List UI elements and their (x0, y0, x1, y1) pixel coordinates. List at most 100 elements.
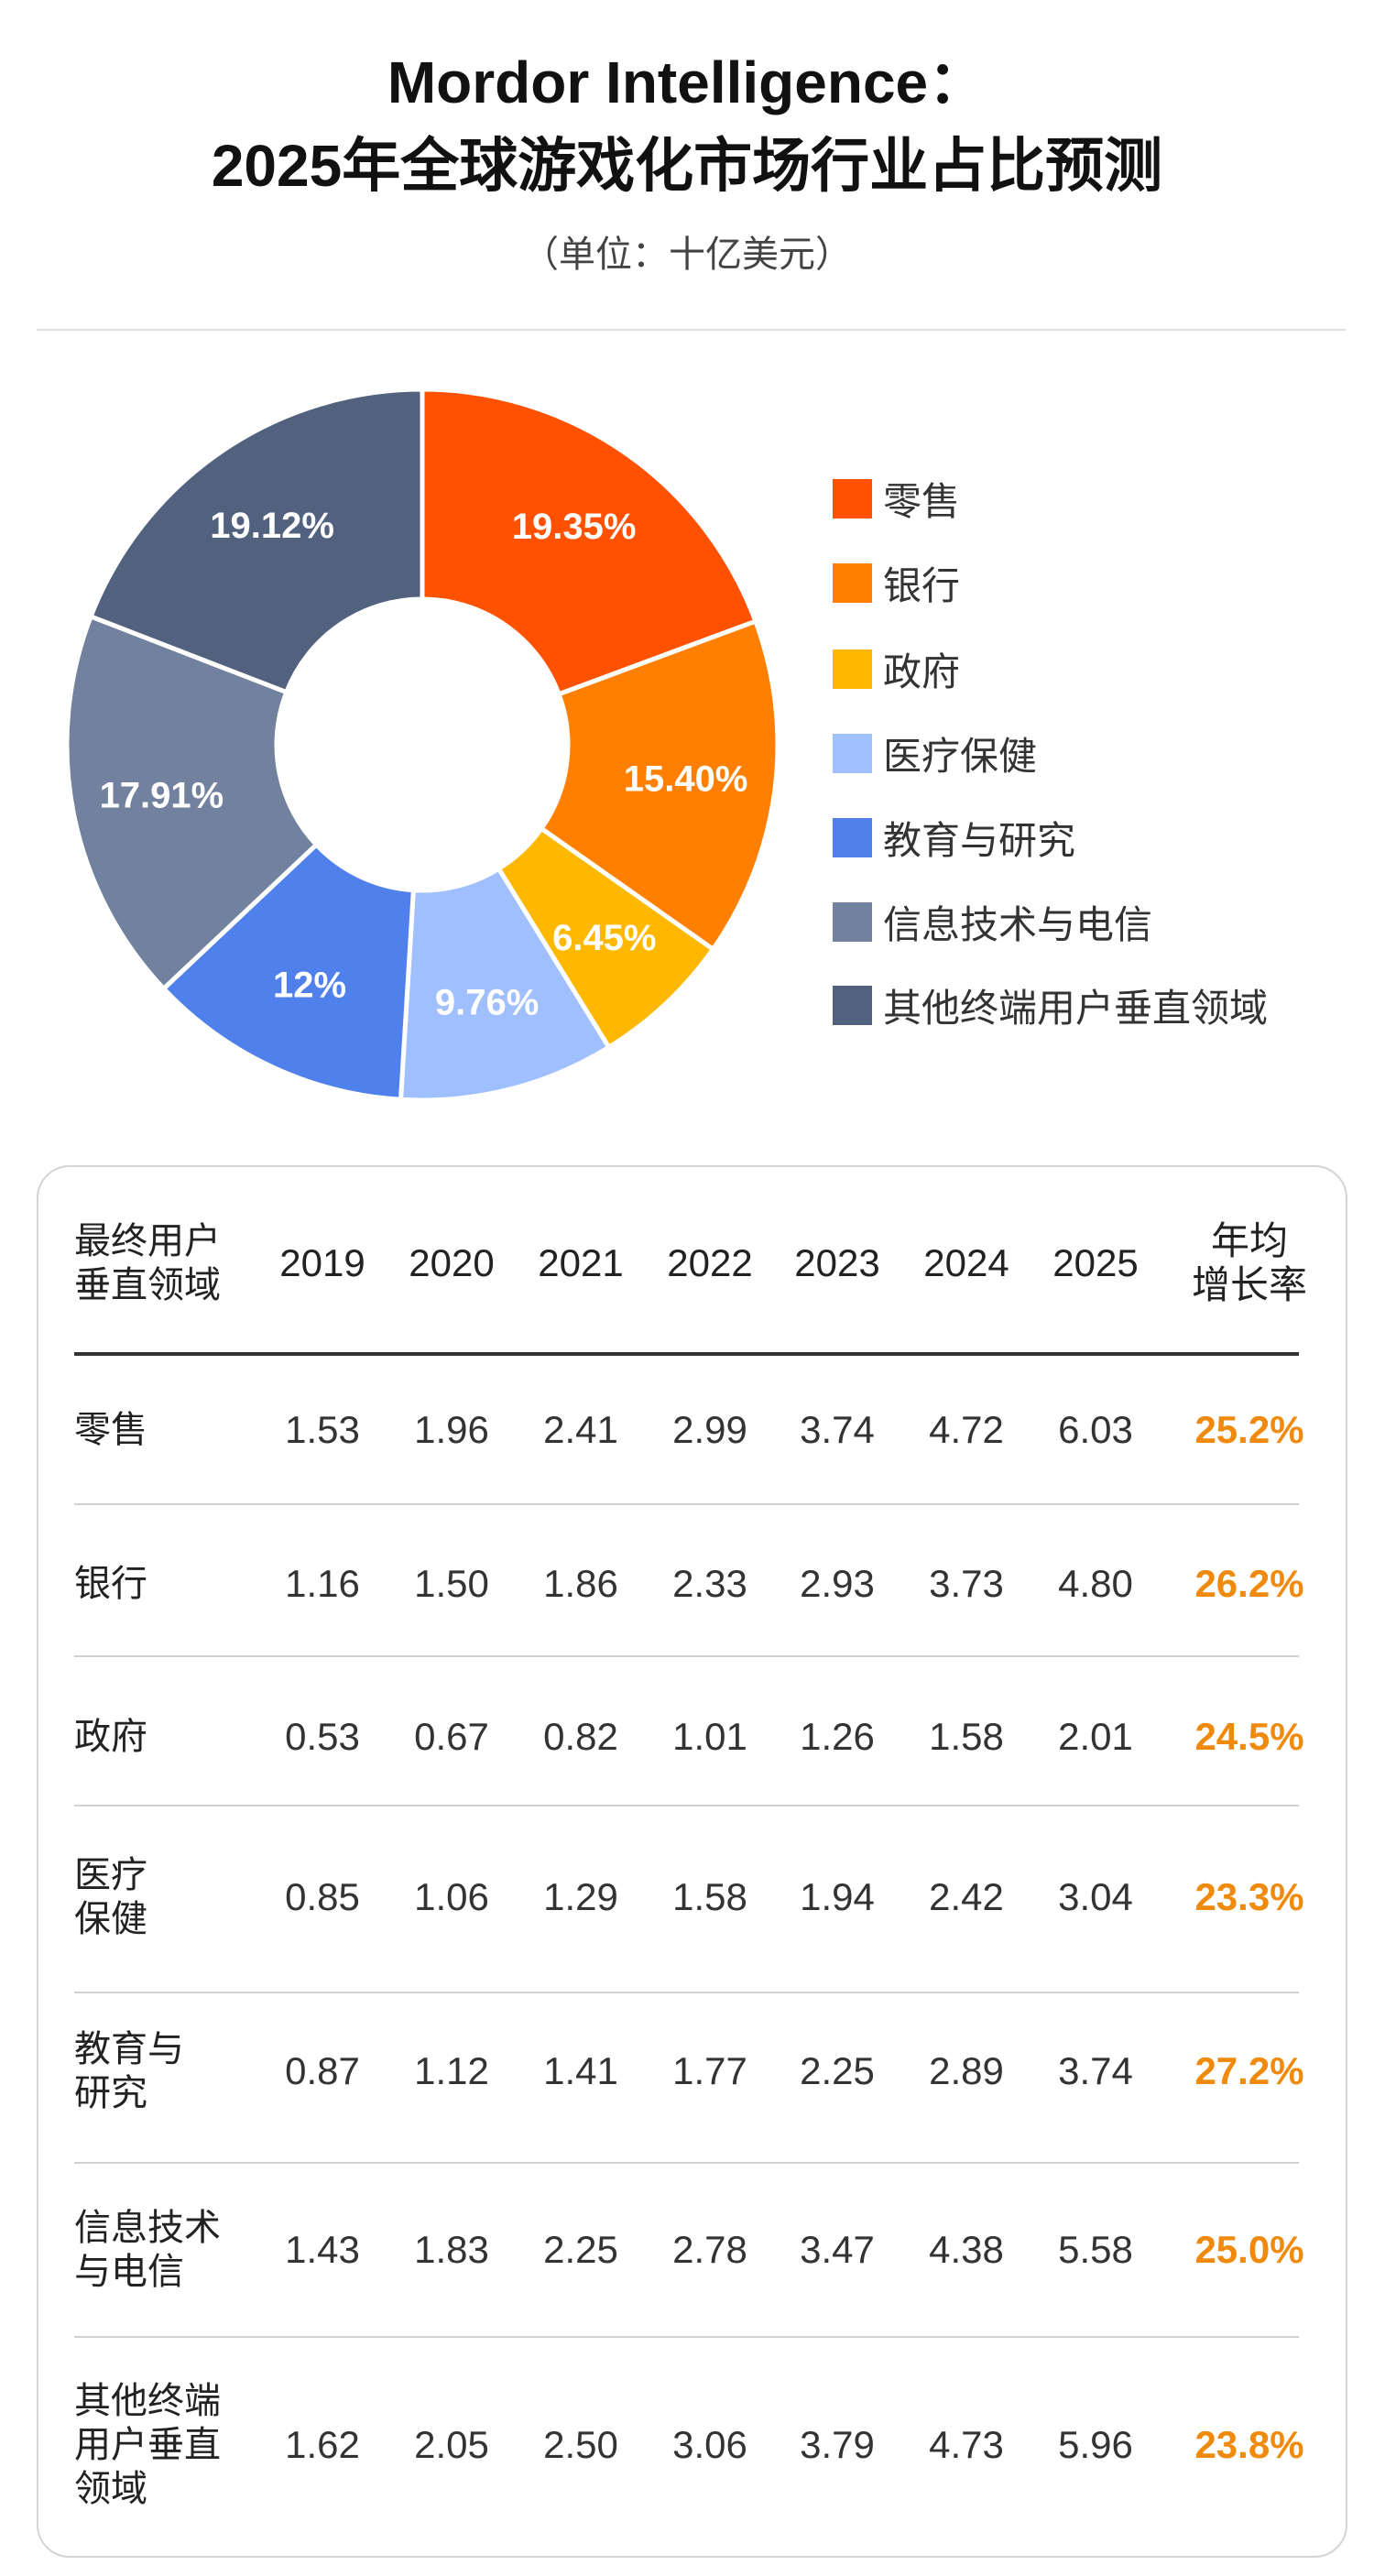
table-cell: 0.87 (285, 2049, 360, 2092)
slice-label: 6.45% (552, 918, 656, 958)
table-cell: 3.79 (800, 2423, 875, 2466)
legend-label: 其他终端用户垂直领域 (883, 986, 1269, 1030)
legend-item: 银行 (833, 562, 960, 607)
table-cell: 2.78 (672, 2228, 747, 2271)
table-cell: 1.62 (285, 2423, 360, 2466)
legend-item: 其他终端用户垂直领域 (833, 985, 1268, 1030)
donut-chart: 19.35% 15.40% 6.45% 9.76% 12% 17.91% 19.12% (64, 387, 780, 1103)
row-divider (74, 1992, 1299, 1993)
table-cell: 3.74 (1058, 2049, 1133, 2092)
column-header: 2021 (538, 1241, 624, 1284)
row-label: 零售 (74, 1410, 147, 1450)
table-cell: 1.77 (672, 2049, 747, 2092)
legend-item: 政府 (833, 649, 960, 693)
slice-label: 9.76% (435, 982, 539, 1022)
column-header: 2024 (923, 1241, 1009, 1284)
donut-slice-1 (420, 387, 759, 697)
column-header: 2019 (279, 1241, 365, 1284)
table-cell: 2.05 (414, 2423, 489, 2466)
row-label: 政府 (74, 1717, 147, 1757)
table-cell: 2.25 (800, 2049, 875, 2092)
table-cell: 1.86 (543, 1562, 618, 1605)
slice-label: 12% (273, 966, 346, 1006)
table-cell: 3.06 (672, 2423, 747, 2466)
table-cell: 1.26 (800, 1715, 875, 1758)
table-cell: 2.25 (543, 2228, 618, 2271)
table-cell: 0.67 (414, 1715, 489, 1758)
donut-slice-2 (538, 617, 780, 953)
table-cell: 6.03 (1058, 1408, 1133, 1451)
row-divider (74, 1503, 1299, 1505)
table-cell: 1.43 (285, 2228, 360, 2271)
legend-swatch (833, 817, 872, 857)
table-cell: 3.47 (800, 2228, 875, 2271)
table-cell: 2.01 (1058, 1715, 1133, 1758)
column-header: 2025 (1052, 1241, 1139, 1284)
table-cell: 2.89 (929, 2049, 1004, 2092)
table-cell: 2.99 (672, 1408, 747, 1451)
table-cell: 1.12 (414, 2049, 489, 2092)
table-cell: 4.80 (1058, 1562, 1133, 1605)
table-cell: 1.53 (285, 1408, 360, 1451)
donut-slice-6 (64, 613, 320, 992)
row-label: 银行 (74, 1564, 147, 1604)
legend-label: 政府 (883, 649, 961, 693)
slice-label: 19.35% (512, 507, 637, 547)
table-cell: 4.73 (929, 2423, 1004, 2466)
table-cell: 2.50 (543, 2423, 618, 2466)
cagr-cell: 25.2% (1194, 1408, 1304, 1451)
table-cell: 3.04 (1058, 1875, 1133, 1918)
table-cell: 1.16 (285, 1562, 360, 1605)
row-divider (74, 1655, 1299, 1657)
table-cell: 1.58 (929, 1715, 1004, 1758)
table-cell: 0.82 (543, 1715, 618, 1758)
table-cell: 0.85 (285, 1875, 360, 1918)
table-cell: 3.74 (800, 1408, 875, 1451)
table-cell: 1.96 (414, 1408, 489, 1451)
legend-swatch (833, 649, 872, 689)
legend-item: 教育与研究 (833, 817, 1075, 862)
table-cell: 1.83 (414, 2228, 489, 2271)
header-rule (74, 1352, 1299, 1356)
row-label: 信息技术 与电信 (74, 2208, 221, 2292)
legend-label: 银行 (883, 563, 961, 607)
cagr-cell: 25.0% (1194, 2228, 1304, 2271)
table-cell: 1.94 (800, 1875, 875, 1918)
cagr-cell: 27.2% (1194, 2049, 1304, 2092)
table-cell: 1.01 (672, 1715, 747, 1758)
row-label: 教育与 研究 (74, 2029, 184, 2113)
row-label: 其他终端 用户垂直 领域 (74, 2381, 221, 2509)
cagr-cell: 26.2% (1194, 1562, 1304, 1605)
legend-item: 医疗保健 (833, 733, 1037, 778)
table-cell: 1.41 (543, 2049, 618, 2092)
legend-item: 信息技术与电信 (833, 901, 1152, 946)
table-cell: 2.93 (800, 1562, 875, 1605)
table-cell: 2.41 (543, 1408, 618, 1451)
column-header: 年均 增长率 (1191, 1219, 1308, 1306)
column-header: 2022 (667, 1241, 753, 1284)
table-cell: 3.73 (929, 1562, 1004, 1605)
donut-slice-5 (160, 841, 417, 1102)
table-cell: 1.06 (414, 1875, 489, 1918)
chart-title-line2: 2025年全球游戏化市场行业占比预测 (211, 133, 1163, 199)
table-cell: 0.53 (285, 1715, 360, 1758)
cagr-cell: 23.8% (1194, 2423, 1304, 2466)
legend-swatch (833, 733, 872, 773)
chart-title-line1: Mordor Intelligence： (387, 49, 987, 115)
data-table-card (37, 1165, 1347, 2558)
table-cell: 2.33 (672, 1562, 747, 1605)
legend-item: 零售 (833, 478, 960, 523)
table-cell: 1.29 (543, 1875, 618, 1918)
legend-label: 信息技术与电信 (883, 902, 1153, 946)
cagr-cell: 23.3% (1194, 1875, 1304, 1918)
slice-label: 15.40% (624, 759, 748, 799)
legend-swatch (833, 985, 872, 1025)
table-cell: 1.50 (414, 1562, 489, 1605)
row-divider (74, 2162, 1299, 2164)
legend-label: 教育与研究 (883, 818, 1076, 862)
donut-slice-7 (87, 387, 425, 695)
legend-label: 零售 (883, 479, 961, 523)
slice-label: 17.91% (100, 776, 224, 816)
legend-swatch (833, 562, 872, 603)
table-cell: 2.42 (929, 1875, 1004, 1918)
